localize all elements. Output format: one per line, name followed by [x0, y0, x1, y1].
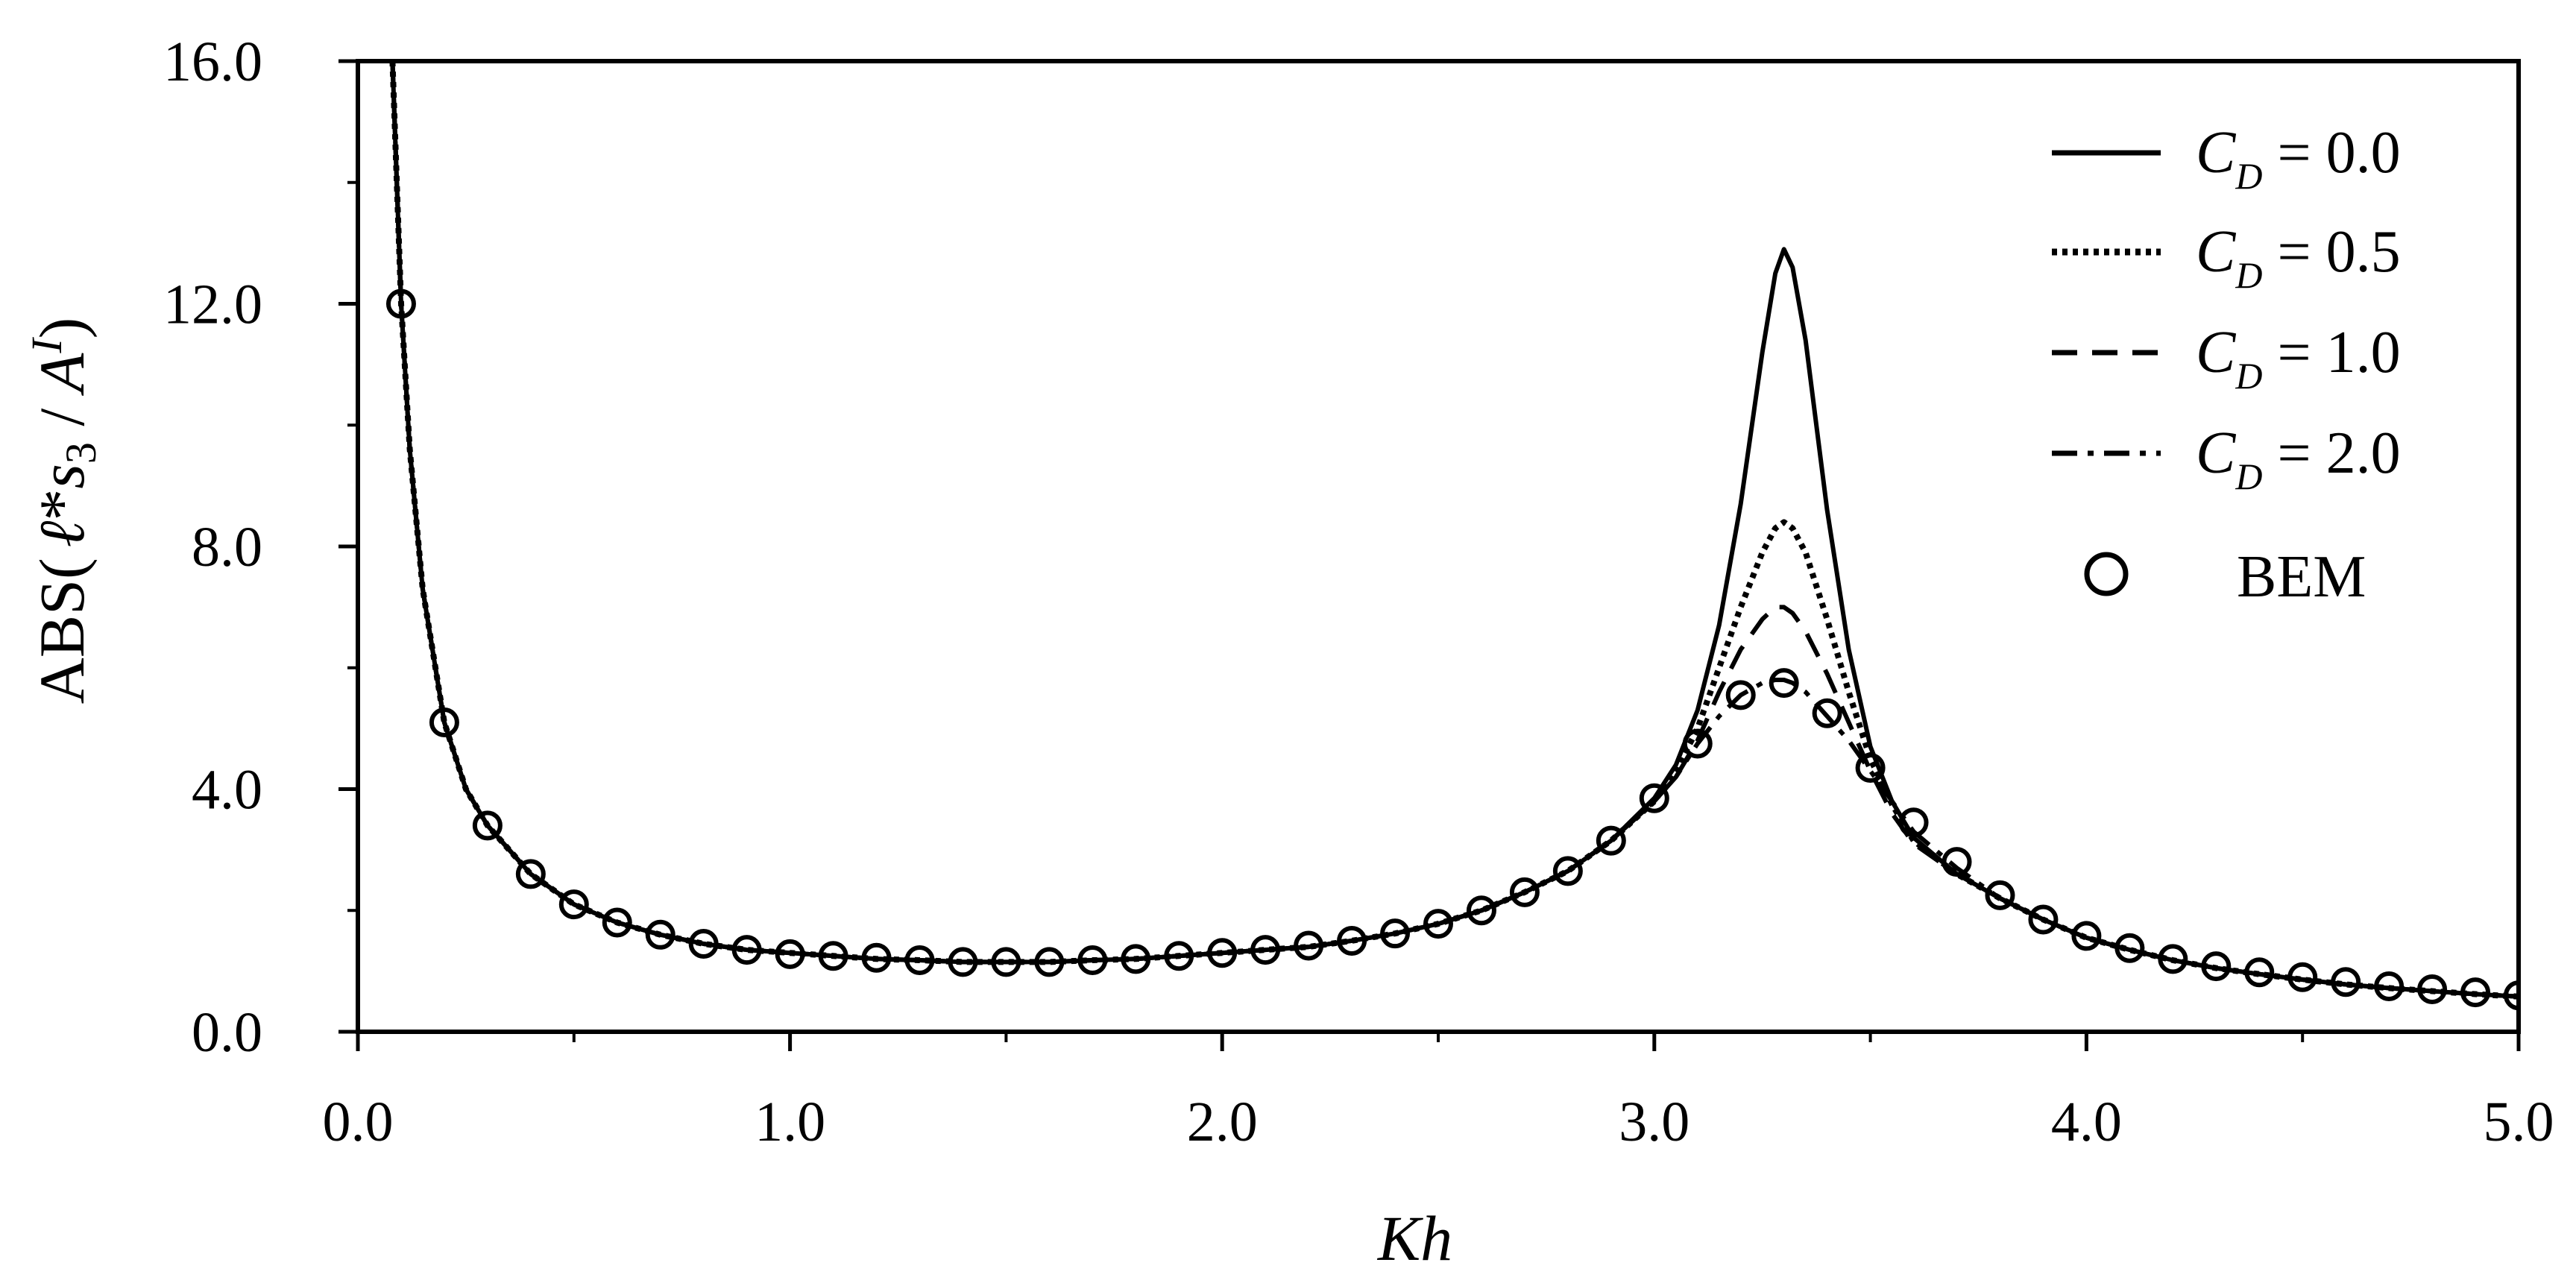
y-tick-label: 8.0 [192, 516, 262, 579]
bem-marker [2374, 971, 2405, 1001]
bem-marker [2158, 944, 2188, 974]
series-layer [385, 61, 2519, 1011]
x-tick-label: 5.0 [2484, 1091, 2554, 1153]
bem-marker [775, 939, 805, 969]
bem-marker [515, 859, 546, 889]
bem-marker [2071, 921, 2102, 951]
bem-marker [1552, 856, 1583, 886]
y-axis-title-sub: 3 [57, 442, 105, 464]
bem-marker [1337, 925, 1367, 956]
bem-marker [1294, 930, 1324, 961]
bem-marker [1812, 698, 1842, 728]
legend-label-bem: BEM [2237, 544, 2366, 610]
series-line-cd-0-0 [390, 61, 2519, 999]
bem-marker [1898, 807, 1929, 838]
bem-marker [1855, 753, 1886, 784]
bem-marker [1380, 918, 1411, 949]
bem-marker [2028, 904, 2059, 935]
bem-marker [861, 942, 892, 973]
bem-marker [385, 289, 416, 319]
bem-marker [2201, 951, 2232, 982]
legend-marker-bem [2084, 552, 2129, 596]
bem-marker [1034, 947, 1065, 977]
bem-marker [1985, 880, 2015, 910]
y-axis-title-s: s [26, 464, 98, 488]
bem-marker [1596, 825, 1626, 856]
bem-marker [645, 919, 676, 950]
y-tick-label: 4.0 [192, 759, 262, 822]
bem-marker [2504, 980, 2519, 1011]
y-axis-title-prefix: ABS( [26, 558, 98, 704]
bem-marker [2114, 933, 2145, 963]
x-tick-label: 1.0 [755, 1091, 825, 1153]
y-tick-label: 16.0 [163, 31, 262, 93]
legend-label-cd-0-0: CD = 0.0 [2196, 120, 2401, 197]
y-axis-title-sup: I [22, 337, 71, 354]
bem-marker [731, 935, 762, 965]
bem-marker [1250, 935, 1281, 965]
y-axis-title-l: ℓ [26, 520, 98, 547]
bem-marker [429, 707, 459, 737]
bem-marker [1682, 728, 1713, 759]
bem-marker [2331, 967, 2361, 997]
bem-marker [948, 947, 978, 977]
bem-marker [1121, 944, 1151, 974]
legend-label-cd-1-0: CD = 1.0 [2196, 320, 2401, 397]
bem-marker [1164, 941, 1194, 971]
y-axis-title: ABS( ℓ*s3 / AI) [22, 318, 105, 704]
bem-marker [2287, 962, 2318, 992]
y-axis-title-suffix: ) [26, 318, 98, 339]
plot-frame [356, 59, 2521, 1034]
bem-marker [1769, 668, 1799, 699]
bem-marker [2244, 957, 2275, 988]
bem-marker [1942, 847, 1972, 877]
x-tick-label: 3.0 [1619, 1091, 1689, 1153]
bem-marker [472, 810, 503, 841]
bem-marker [2460, 977, 2491, 1008]
series-line-cd-1-0 [390, 61, 2519, 999]
bem-marker [1077, 945, 1108, 975]
bem-marker [991, 947, 1021, 977]
series-line-cd-0-5 [389, 61, 2519, 1000]
bem-marker [1207, 938, 1238, 968]
axes-layer: 0.0 1.0 2.0 3.0 4.0 5.0 0.0 4.0 8.0 12.0 16.0 [163, 31, 2554, 1153]
x-tick-label: 4.0 [2051, 1091, 2122, 1153]
legend-label-cd-0-5: CD = 0.5 [2196, 219, 2401, 296]
y-tick-label: 0.0 [192, 1001, 262, 1064]
y-axis-title-star: * [26, 489, 98, 521]
x-tick-label: 0.0 [323, 1091, 394, 1153]
bem-marker [1725, 680, 1756, 710]
bem-marker [904, 945, 935, 975]
series-line-cd-2-0 [390, 61, 2519, 999]
bem-marker [688, 929, 719, 959]
bem-marker [602, 907, 632, 938]
y-tick-label: 12.0 [163, 274, 262, 336]
x-tick-label: 2.0 [1187, 1091, 1258, 1153]
x-axis-title: Kh [1376, 1202, 1452, 1274]
bem-marker [1509, 877, 1540, 907]
bem-marker [1466, 895, 1496, 926]
y-axis-title-a: A [26, 353, 98, 396]
bem-marker [2417, 974, 2448, 1005]
legend-label-cd-2-0: CD = 2.0 [2196, 420, 2401, 497]
bem-marker [1639, 783, 1669, 813]
legend: CD = 0.0 CD = 0.5 CD = 1.0 CD = 2.0 BEM [2052, 120, 2401, 610]
y-axis-title-slash: / [26, 392, 98, 442]
bem-marker [1423, 909, 1453, 939]
bem-marker [818, 941, 848, 971]
bem-marker [558, 889, 589, 920]
